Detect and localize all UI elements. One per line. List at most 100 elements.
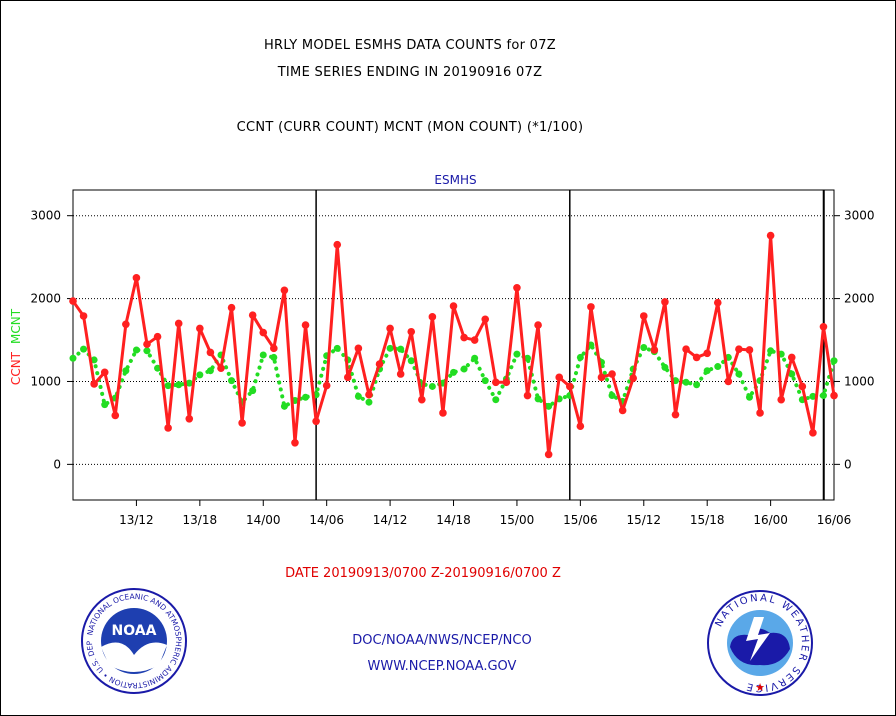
data-point-ccnt xyxy=(703,349,711,358)
data-point-mcnt xyxy=(735,370,743,378)
data-point-mcnt xyxy=(196,371,204,379)
website-label: WWW.NCEP.NOAA.GOV xyxy=(367,659,517,674)
data-point-mcnt xyxy=(365,398,373,406)
data-point-mcnt xyxy=(767,347,775,355)
data-point-ccnt xyxy=(164,424,172,432)
data-point-mcnt xyxy=(524,354,532,362)
data-point-ccnt xyxy=(713,298,722,307)
data-point-ccnt xyxy=(682,345,690,353)
data-point-ccnt xyxy=(735,345,743,353)
data-point-mcnt xyxy=(249,387,257,395)
data-point-ccnt xyxy=(90,380,98,388)
data-point-ccnt xyxy=(217,364,225,373)
x-tick-label: 15/12 xyxy=(626,513,661,527)
data-point-mcnt xyxy=(545,402,553,410)
data-point-ccnt xyxy=(396,370,405,378)
data-point-ccnt xyxy=(270,344,278,353)
y-axis-label-ccnt: CCNT xyxy=(9,351,23,385)
y-tick-label-right: 3000 xyxy=(844,209,875,223)
data-point-mcnt xyxy=(492,396,500,404)
data-point-ccnt xyxy=(132,274,141,282)
data-point-mcnt xyxy=(122,367,130,375)
data-point-ccnt xyxy=(185,414,194,423)
data-point-ccnt xyxy=(597,373,606,382)
data-point-mcnt xyxy=(397,345,405,353)
data-point-ccnt xyxy=(407,327,416,336)
y-tick-label-left: 0 xyxy=(53,457,61,471)
data-point-mcnt xyxy=(90,356,98,364)
x-tick-label: 14/12 xyxy=(373,513,408,527)
data-point-ccnt xyxy=(365,390,373,399)
data-point-mcnt xyxy=(143,347,151,355)
data-point-ccnt xyxy=(513,284,521,292)
data-point-mcnt xyxy=(164,382,172,390)
x-tick-label: 15/06 xyxy=(563,513,598,527)
data-point-ccnt xyxy=(830,391,838,400)
data-point-mcnt xyxy=(682,378,690,386)
nws-star-icon: ★ xyxy=(755,681,765,694)
data-point-ccnt xyxy=(206,348,215,357)
data-point-ccnt xyxy=(227,303,236,312)
data-point-mcnt xyxy=(608,392,616,400)
y-tick-label-right: 0 xyxy=(844,457,852,471)
date-range-label: DATE 20190913/0700 Z-20190916/0700 Z xyxy=(285,566,561,581)
data-point-mcnt xyxy=(513,350,521,358)
data-point-ccnt xyxy=(122,320,130,329)
nws-lightning-icon xyxy=(746,617,770,661)
data-point-ccnt xyxy=(809,429,817,437)
data-point-mcnt xyxy=(745,393,753,401)
x-tick-label: 13/18 xyxy=(183,513,218,527)
data-point-mcnt xyxy=(69,354,77,362)
data-point-ccnt xyxy=(354,344,363,353)
data-point-ccnt xyxy=(291,439,299,447)
data-point-ccnt xyxy=(322,381,331,390)
data-point-mcnt xyxy=(259,351,267,359)
x-tick-label: 14/18 xyxy=(436,513,471,527)
data-point-ccnt xyxy=(333,240,342,249)
data-point-ccnt xyxy=(111,411,120,420)
data-point-ccnt xyxy=(386,324,394,333)
data-point-ccnt xyxy=(280,286,289,295)
x-tick-label: 14/06 xyxy=(309,513,344,527)
y-tick-label-right: 1000 xyxy=(844,374,875,388)
data-point-mcnt xyxy=(407,357,415,365)
data-point-mcnt xyxy=(185,379,193,387)
y-axis-label: CCNT MCNT xyxy=(9,308,23,385)
data-point-ccnt xyxy=(523,391,532,400)
data-point-ccnt xyxy=(100,368,109,377)
data-point-ccnt xyxy=(259,328,268,337)
data-point-ccnt xyxy=(502,378,511,387)
data-point-ccnt xyxy=(819,322,828,331)
data-point-mcnt xyxy=(428,382,436,390)
x-tick-label: 15/18 xyxy=(690,513,725,527)
data-point-ccnt xyxy=(661,298,669,306)
data-point-mcnt xyxy=(228,377,236,385)
data-point-ccnt xyxy=(492,378,500,387)
data-point-ccnt xyxy=(692,353,701,362)
data-point-ccnt xyxy=(639,312,648,320)
data-point-ccnt xyxy=(312,417,320,426)
data-point-mcnt xyxy=(693,381,701,389)
data-point-mcnt xyxy=(714,363,722,371)
data-point-mcnt xyxy=(175,381,183,389)
data-point-mcnt xyxy=(333,344,341,352)
y-tick-label-left: 3000 xyxy=(30,209,61,223)
data-point-ccnt xyxy=(565,382,574,391)
data-point-ccnt xyxy=(576,422,585,431)
data-point-ccnt xyxy=(650,346,659,354)
x-tick-label: 16/00 xyxy=(753,513,788,527)
nws-logo: NATIONAL WEATHER SERVICE ★ xyxy=(707,590,813,696)
data-point-ccnt xyxy=(777,395,785,404)
data-point-mcnt xyxy=(302,393,310,401)
data-point-ccnt xyxy=(534,321,542,329)
chart-title-line-2: TIME SERIES ENDING IN 20190916 07Z xyxy=(277,65,543,80)
data-point-mcnt xyxy=(661,363,669,371)
data-point-mcnt xyxy=(354,392,362,400)
data-point-mcnt xyxy=(534,395,542,403)
x-tick-label: 13/12 xyxy=(119,513,154,527)
x-tick-label: 15/00 xyxy=(500,513,535,527)
noaa-ring-text: NATIONAL OCEANIC AND ATMOSPHERIC ADMINIS… xyxy=(0,0,183,690)
chart-title: ESMHS xyxy=(434,173,476,187)
noaa-ring-textpath: NATIONAL OCEANIC AND ATMOSPHERIC ADMINIS… xyxy=(0,0,183,690)
